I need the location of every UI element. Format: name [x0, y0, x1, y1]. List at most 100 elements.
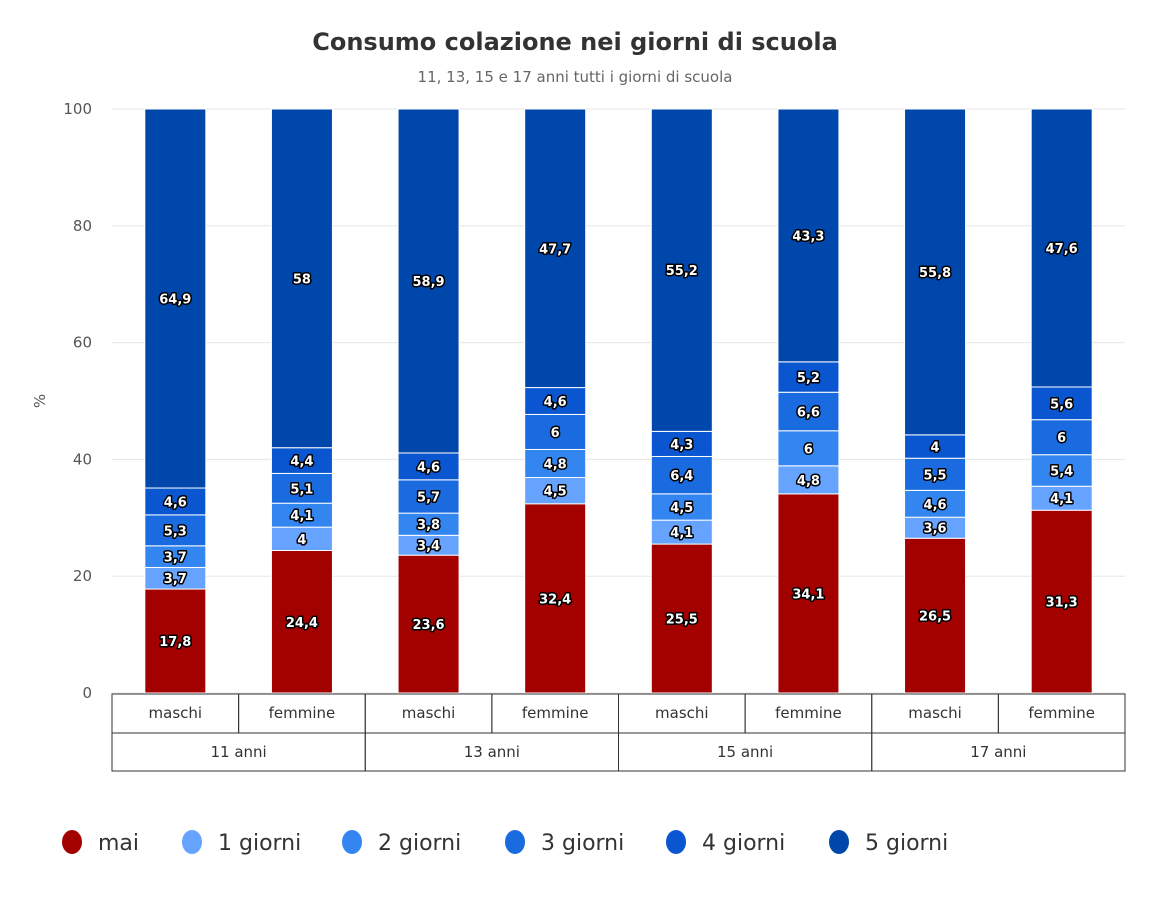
bar-segment-1-giorni	[777, 465, 840, 495]
data-label: 32,4	[539, 592, 571, 607]
legend-marker-icon	[62, 830, 82, 854]
y-axis-label: %	[31, 394, 49, 408]
data-label: 5,2	[797, 371, 820, 386]
data-label: 4,8	[544, 457, 567, 472]
legend-marker-icon	[342, 830, 362, 854]
legend-item-3-giorni[interactable]: 3 giorni	[505, 830, 624, 856]
data-label: 6	[551, 426, 560, 441]
legend-label: 4 giorni	[702, 831, 785, 856]
legend-marker-icon	[829, 830, 849, 854]
legend-marker-icon	[182, 830, 202, 854]
bar-segment-5-giorni	[904, 108, 967, 436]
x-tick-label: femmine	[1028, 704, 1095, 722]
x-tick-label: femmine	[775, 704, 842, 722]
data-label: 4,6	[417, 460, 440, 475]
data-label: 4,5	[544, 485, 567, 500]
legend-label: mai	[98, 831, 139, 856]
data-label: 3,6	[924, 522, 947, 537]
data-label: 58,9	[413, 275, 445, 290]
bar-segment-5-giorni	[270, 108, 333, 449]
group-label: 13 anni	[464, 743, 520, 761]
bar-segment-mai	[777, 493, 840, 694]
bar-segment-4-giorni	[650, 430, 713, 457]
group-cell	[871, 732, 1126, 772]
data-label: 64,9	[159, 293, 191, 308]
group-label: 17 anni	[970, 743, 1026, 761]
legend-item-mai[interactable]: mai	[62, 830, 139, 856]
bar-segment-5-giorni	[650, 108, 713, 432]
data-label: 4,6	[164, 495, 187, 510]
bar-segment-5-giorni	[1030, 108, 1093, 388]
data-label: 23,6	[413, 618, 445, 633]
bar-segment-3-giorni	[524, 413, 587, 450]
data-label: 4,1	[670, 526, 693, 541]
chart-subtitle: 11, 13, 15 e 17 anni tutti i giorni di s…	[418, 68, 733, 86]
data-label: 6,6	[797, 406, 820, 421]
bar-segment-5-giorni	[397, 108, 460, 454]
bar-segment-mai	[524, 503, 587, 694]
y-tick-label: 20	[73, 567, 92, 585]
data-label: 3,8	[417, 518, 440, 533]
data-label: 47,7	[539, 242, 571, 257]
bar-segment-3-giorni	[904, 457, 967, 491]
legend-item-5-giorni[interactable]: 5 giorni	[829, 830, 948, 856]
bar-segment-3-giorni	[397, 479, 460, 514]
data-label: 4,1	[1050, 492, 1073, 507]
legend-marker-icon	[505, 830, 525, 854]
data-label: 4,6	[924, 498, 947, 513]
legend-item-2-giorni[interactable]: 2 giorni	[342, 830, 461, 856]
x-tick-label: maschi	[908, 704, 962, 722]
data-label: 5,4	[1050, 464, 1073, 479]
bar-segment-5-giorni	[144, 108, 207, 489]
legend-marker-icon	[666, 830, 686, 854]
bar-segment-mai	[1030, 509, 1093, 694]
legend-label: 5 giorni	[865, 831, 948, 856]
data-label: 17,8	[159, 635, 191, 650]
data-label: 3,4	[417, 539, 440, 554]
bar-segment-mai	[397, 554, 460, 694]
legend-label: 1 giorni	[218, 831, 301, 856]
data-label: 6	[1057, 431, 1066, 446]
bar-segment-3-giorni	[270, 472, 333, 504]
data-label: 3,7	[164, 551, 187, 566]
legend-label: 2 giorni	[378, 831, 461, 856]
data-label: 5,6	[1050, 397, 1073, 412]
data-label: 5,5	[924, 468, 947, 483]
x-tick-label: femmine	[269, 704, 336, 722]
data-label: 5,7	[417, 490, 440, 505]
data-label: 55,8	[919, 266, 951, 281]
data-label: 26,5	[919, 610, 951, 625]
x-tick-label: maschi	[402, 704, 456, 722]
y-tick-label: 0	[82, 684, 92, 702]
group-label: 15 anni	[717, 743, 773, 761]
bar-segment-2-giorni	[777, 430, 840, 467]
bar-segment-5-giorni	[524, 108, 587, 389]
y-tick-label: 40	[73, 450, 92, 468]
data-label: 25,5	[666, 613, 698, 628]
data-label: 4,5	[670, 501, 693, 516]
data-label: 34,1	[792, 587, 824, 602]
y-tick-label: 100	[63, 100, 92, 118]
x-tick-label: maschi	[149, 704, 203, 722]
bar-segment-mai	[270, 550, 333, 694]
y-tick-label: 60	[73, 334, 92, 352]
bar-segment-2-giorni	[1030, 454, 1093, 487]
data-label: 47,6	[1046, 242, 1078, 257]
chart-title: Consumo colazione nei giorni di scuola	[312, 28, 838, 56]
y-tick-label: 80	[73, 217, 92, 235]
x-tick-label: maschi	[655, 704, 709, 722]
legend-label: 3 giorni	[541, 831, 624, 856]
legend-item-4-giorni[interactable]: 4 giorni	[666, 830, 785, 856]
bar-segment-5-giorni	[777, 108, 840, 363]
data-label: 5,1	[290, 482, 313, 497]
bar-segment-mai	[144, 588, 207, 694]
data-label: 4	[931, 441, 940, 456]
data-label: 6,4	[670, 469, 693, 484]
data-label: 4,4	[290, 455, 313, 470]
data-label: 4,8	[797, 474, 820, 489]
bar-segment-4-giorni	[270, 447, 333, 474]
data-label: 4,6	[544, 395, 567, 410]
legend-item-1-giorni[interactable]: 1 giorni	[182, 830, 301, 856]
